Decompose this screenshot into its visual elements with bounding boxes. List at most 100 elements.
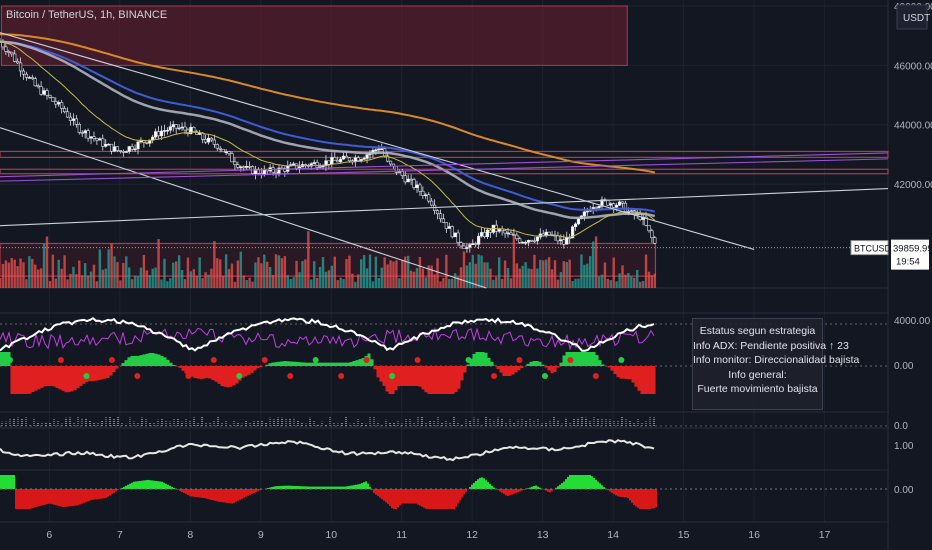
volume-bar bbox=[4, 260, 8, 288]
volume-bar bbox=[445, 254, 448, 288]
candle-body bbox=[189, 126, 193, 134]
candle-body bbox=[168, 126, 172, 131]
volume-bar bbox=[509, 278, 513, 288]
symbol-badge[interactable] bbox=[850, 240, 889, 256]
price-tick-label: 46000.00 bbox=[894, 61, 932, 72]
candle-body bbox=[412, 179, 416, 188]
time-tick-label: 11 bbox=[396, 529, 407, 541]
candle-body bbox=[620, 201, 625, 204]
volume-bar bbox=[336, 280, 339, 288]
volume-bar bbox=[436, 258, 439, 288]
candle-body bbox=[594, 207, 598, 209]
volume-bar bbox=[139, 267, 143, 288]
strategy-status-box: Estatus segun estrategia Info ADX: Pendi… bbox=[692, 318, 859, 410]
candle-body bbox=[71, 118, 76, 121]
candle-body bbox=[459, 242, 463, 247]
volume-bar bbox=[207, 274, 210, 288]
candle-body bbox=[615, 204, 619, 208]
volume-bar bbox=[348, 255, 351, 288]
candle-body bbox=[45, 90, 49, 96]
pane3-tick: 1.00 bbox=[894, 441, 914, 452]
volume-bar bbox=[221, 275, 225, 288]
volume-bar bbox=[351, 273, 354, 288]
volume-bar bbox=[277, 255, 281, 288]
volume-bar bbox=[186, 257, 190, 288]
volume-bar bbox=[600, 274, 604, 288]
candle-body bbox=[18, 62, 23, 72]
volume-bar bbox=[638, 281, 642, 288]
volume-bar bbox=[60, 268, 63, 288]
candle-body bbox=[98, 138, 102, 141]
volume-bar bbox=[342, 279, 345, 288]
pane1-adx-line bbox=[0, 316, 655, 352]
price-tick-label: 44000.00 bbox=[894, 121, 932, 132]
volume-bar bbox=[630, 276, 633, 288]
candle-body bbox=[497, 228, 501, 232]
volume-bar bbox=[177, 255, 181, 288]
volume-bar bbox=[321, 257, 325, 288]
candle-body bbox=[400, 171, 404, 177]
volume-bar bbox=[462, 251, 466, 288]
time-axis[interactable]: 6 7 8 9 10 11 12 13 14 15 16 17 bbox=[46, 529, 830, 541]
candle-body bbox=[562, 239, 566, 245]
candle-body bbox=[456, 232, 460, 243]
candle-body bbox=[218, 147, 222, 150]
volume-bar bbox=[565, 261, 568, 288]
candle-body bbox=[471, 243, 475, 245]
pane1-signal-dot bbox=[210, 357, 217, 363]
candle-body bbox=[215, 144, 219, 149]
candle-body bbox=[60, 102, 64, 109]
candle-body bbox=[447, 226, 451, 229]
candle-body bbox=[341, 155, 346, 160]
volume-bar bbox=[439, 281, 442, 288]
candle-body bbox=[571, 226, 575, 239]
volume-bar bbox=[404, 256, 407, 288]
volume-bar bbox=[189, 271, 193, 288]
volume-bar bbox=[63, 255, 66, 288]
volume-bar bbox=[104, 268, 107, 288]
candle-body bbox=[521, 241, 525, 244]
volume-bar bbox=[92, 264, 96, 288]
volume-bar bbox=[192, 269, 196, 288]
candle-body bbox=[77, 124, 81, 133]
pane1-signal-dot bbox=[32, 373, 39, 379]
candle-body bbox=[468, 244, 472, 248]
volume-bar bbox=[406, 255, 410, 288]
candle-body bbox=[444, 222, 448, 229]
volume-bar bbox=[213, 240, 216, 288]
pane1-signal-dot bbox=[159, 357, 166, 363]
volume-bar bbox=[307, 231, 310, 288]
candle-body bbox=[403, 175, 407, 183]
price-axis[interactable]: 48000.0046000.0044000.0042000.00USDTBTCU… bbox=[850, 0, 932, 550]
volume-bar bbox=[201, 278, 204, 288]
candle-body bbox=[136, 141, 140, 150]
time-tick-label: 16 bbox=[748, 529, 760, 541]
volume-bar bbox=[521, 265, 524, 288]
candle-body bbox=[283, 168, 287, 172]
candle-body bbox=[195, 131, 199, 135]
volume-bar bbox=[260, 263, 263, 288]
volume-bar bbox=[133, 275, 137, 288]
volume-bar bbox=[154, 267, 157, 288]
candle-body bbox=[424, 194, 428, 197]
candle-body bbox=[118, 150, 122, 152]
volume-bar bbox=[310, 279, 313, 288]
candle-body bbox=[227, 151, 231, 154]
volume-bar bbox=[524, 262, 527, 288]
volume-bar bbox=[254, 262, 257, 288]
rising-trend-line bbox=[0, 188, 889, 227]
pane1-signal-dot bbox=[440, 373, 447, 379]
candle-body bbox=[206, 137, 211, 143]
candle-body bbox=[145, 142, 149, 144]
pane1-signal-dot bbox=[490, 373, 497, 379]
candle-body bbox=[165, 129, 169, 132]
volume-bar bbox=[136, 276, 140, 288]
candle-body bbox=[339, 158, 343, 163]
candle-body bbox=[526, 239, 531, 243]
volume-bar bbox=[295, 260, 298, 288]
volume-bar bbox=[624, 274, 627, 288]
volume-bar bbox=[562, 261, 566, 288]
volume-bar bbox=[498, 257, 501, 288]
volume-bar bbox=[448, 278, 451, 288]
